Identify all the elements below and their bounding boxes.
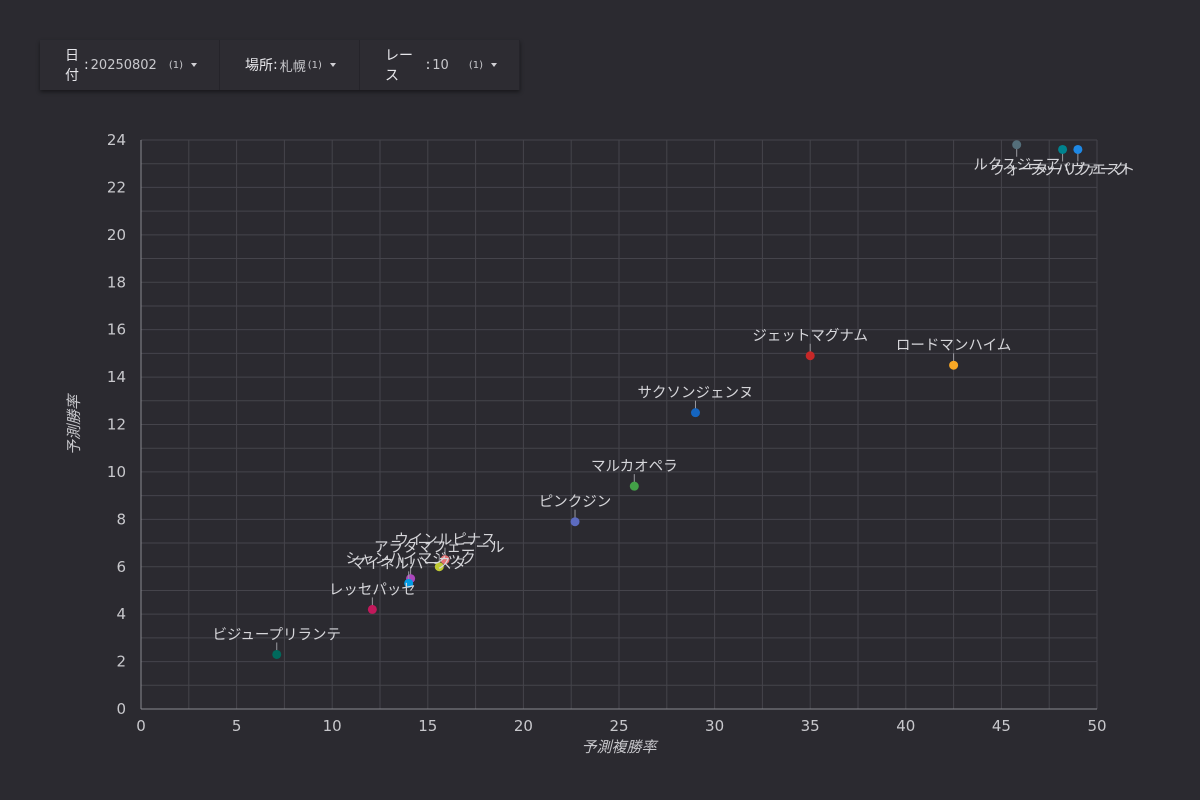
data-point: ジェットマグナム bbox=[752, 328, 868, 361]
data-point: ロードマンハイム bbox=[896, 338, 1011, 370]
point-marker bbox=[949, 360, 959, 370]
x-tick-label: 0 bbox=[136, 717, 146, 735]
point-label: サクソンジェンヌ bbox=[637, 385, 753, 402]
point-marker bbox=[272, 649, 282, 659]
date-filter-count: (1) bbox=[168, 59, 183, 71]
data-points: ルクスジニアウォーターリクエストワッパヴァークジェットマグナムロードマンハイムサ… bbox=[212, 140, 1135, 659]
chart-axes bbox=[140, 140, 1097, 710]
data-point: ウインルピナス bbox=[394, 532, 496, 565]
point-label: ワッパヴァーク bbox=[1027, 161, 1129, 178]
data-point: ルクスジニア bbox=[973, 140, 1060, 174]
data-point: ウォーターリクエスト bbox=[990, 144, 1135, 178]
filter-bar: 日付: 20250802 (1) 場所: 札幌 (1) レース: 10 (1) bbox=[40, 40, 520, 90]
x-tick-label: 15 bbox=[418, 717, 437, 735]
y-tick-label: 10 bbox=[107, 463, 126, 481]
x-axis-title: 予測複勝率 bbox=[581, 738, 658, 756]
x-tick-label: 30 bbox=[705, 717, 724, 735]
point-label: シャンハイマジック bbox=[345, 551, 475, 568]
x-tick-label: 20 bbox=[514, 717, 533, 735]
y-tick-label: 20 bbox=[107, 226, 126, 244]
tick-labels: 0 5 10 15 20 25 30 35 40 45 5002468101214161820222… bbox=[107, 131, 1107, 735]
x-tick-label: 25 bbox=[609, 717, 628, 735]
data-point: ワッパヴァーク bbox=[1027, 144, 1129, 178]
x-tick-label: 50 bbox=[1087, 717, 1106, 735]
dropdown-caret-icon bbox=[191, 63, 197, 67]
point-label: マイネルバースタ bbox=[351, 555, 466, 572]
point-marker bbox=[440, 555, 450, 565]
venue-filter[interactable]: 場所: 札幌 (1) bbox=[220, 40, 360, 90]
y-tick-label: 12 bbox=[107, 416, 126, 434]
race-filter-label: レース bbox=[385, 48, 413, 84]
date-filter[interactable]: 日付: 20250802 (1) bbox=[40, 40, 220, 90]
y-tick-label: 14 bbox=[107, 368, 126, 386]
data-point: マイネルバースタ bbox=[351, 555, 466, 588]
point-marker bbox=[434, 562, 444, 572]
point-marker bbox=[1073, 144, 1083, 154]
y-tick-label: 2 bbox=[116, 653, 126, 671]
point-label: ピンクジン bbox=[539, 494, 612, 511]
point-marker bbox=[367, 604, 377, 614]
y-tick-label: 16 bbox=[107, 321, 126, 339]
data-point: ピンクジン bbox=[539, 494, 612, 527]
x-tick-label: 40 bbox=[896, 717, 915, 735]
data-point: マルカオペラ bbox=[591, 459, 678, 491]
y-tick-label: 22 bbox=[107, 178, 126, 196]
dropdown-caret-icon bbox=[491, 63, 497, 67]
point-label: ロードマンハイム bbox=[896, 338, 1011, 354]
venue-filter-count: (1) bbox=[307, 59, 322, 71]
venue-filter-label: 場所 bbox=[245, 58, 273, 74]
point-label: アラタマフェニール bbox=[374, 539, 505, 556]
date-filter-label: 日付 bbox=[65, 48, 79, 84]
point-marker bbox=[805, 351, 815, 361]
x-tick-label: 35 bbox=[801, 717, 820, 735]
point-label: ウインルピナス bbox=[394, 532, 496, 549]
data-point: ビジュープリランテ bbox=[212, 626, 341, 659]
y-axis-title: 予測勝率 bbox=[65, 393, 83, 455]
y-tick-label: 18 bbox=[107, 273, 126, 291]
y-tick-label: 6 bbox=[116, 558, 126, 576]
chart-grid bbox=[140, 139, 1098, 710]
date-filter-colon: : bbox=[83, 57, 89, 73]
dropdown-caret-icon bbox=[329, 63, 336, 67]
race-filter[interactable]: レース: 10 (1) bbox=[360, 40, 520, 90]
date-filter-value: 20250802 bbox=[90, 57, 157, 73]
x-tick-label: 5 bbox=[232, 717, 242, 735]
venue-filter-colon: : bbox=[273, 57, 278, 73]
race-filter-value: 10 bbox=[432, 57, 449, 73]
data-point: レッセパッセ bbox=[329, 581, 416, 614]
point-marker bbox=[629, 481, 639, 491]
point-label: ビジュープリランテ bbox=[212, 626, 341, 643]
data-point: サクソンジェンヌ bbox=[637, 385, 753, 418]
venue-filter-value: 札幌 bbox=[279, 59, 306, 75]
point-marker bbox=[570, 517, 580, 527]
point-label: ジェットマグナム bbox=[752, 328, 868, 345]
point-label: ルクスジニア bbox=[973, 157, 1060, 174]
race-filter-colon: : bbox=[425, 57, 431, 73]
y-tick-label: 8 bbox=[116, 510, 126, 528]
race-filter-count: (1) bbox=[468, 59, 483, 71]
point-marker bbox=[1058, 144, 1068, 154]
point-label: レッセパッセ bbox=[329, 581, 416, 598]
point-marker bbox=[404, 578, 414, 588]
y-tick-label: 24 bbox=[107, 131, 126, 149]
y-tick-label: 0 bbox=[116, 700, 126, 718]
point-label: ウォーターリクエスト bbox=[990, 161, 1135, 178]
x-tick-label: 10 bbox=[323, 717, 342, 735]
point-label: マルカオペラ bbox=[591, 459, 678, 475]
x-tick-label: 45 bbox=[992, 717, 1011, 735]
y-tick-label: 4 bbox=[116, 605, 126, 623]
data-point: アラタマフェニール bbox=[374, 539, 505, 572]
point-marker bbox=[690, 408, 700, 418]
point-marker bbox=[1012, 140, 1022, 150]
